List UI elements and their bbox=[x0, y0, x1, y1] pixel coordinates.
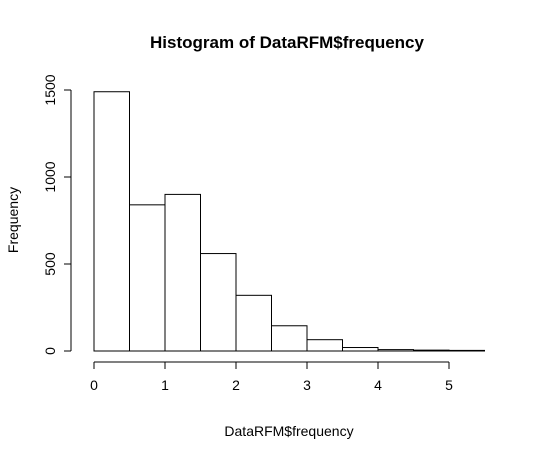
x-tick-label-4: 4 bbox=[374, 377, 382, 393]
histogram-bar-6 bbox=[306, 339, 343, 352]
y-axis-label: Frequency bbox=[5, 187, 21, 253]
y-axis: 0 500 1000 1500 bbox=[42, 74, 72, 355]
y-tick-label-1: 500 bbox=[42, 252, 58, 276]
x-tick-label-2: 2 bbox=[232, 377, 240, 393]
histogram-bar-0 bbox=[93, 91, 130, 352]
histogram-bar-4 bbox=[235, 294, 272, 352]
x-tick-label-3: 3 bbox=[303, 377, 311, 393]
x-tick-label-5: 5 bbox=[445, 377, 453, 393]
x-axis: 0 1 2 3 4 5 bbox=[90, 361, 453, 393]
chart-title: Histogram of DataRFM$frequency bbox=[150, 33, 424, 52]
histogram-bar-10 bbox=[448, 349, 485, 352]
x-tick-label-0: 0 bbox=[90, 377, 98, 393]
histogram-bar-5 bbox=[271, 325, 308, 352]
y-tick-label-0: 0 bbox=[42, 347, 58, 355]
histogram-bar-9 bbox=[413, 349, 450, 352]
histogram-bars bbox=[93, 91, 485, 352]
histogram-bar-8 bbox=[377, 349, 414, 352]
histogram-bar-3 bbox=[200, 253, 237, 352]
x-axis-label: DataRFM$frequency bbox=[224, 423, 353, 439]
histogram-bar-2 bbox=[164, 193, 201, 352]
histogram-bar-1 bbox=[129, 204, 166, 352]
x-tick-label-1: 1 bbox=[161, 377, 169, 393]
y-tick-label-3: 1500 bbox=[42, 74, 58, 105]
y-tick-label-2: 1000 bbox=[42, 161, 58, 192]
histogram-bar-7 bbox=[342, 347, 379, 352]
